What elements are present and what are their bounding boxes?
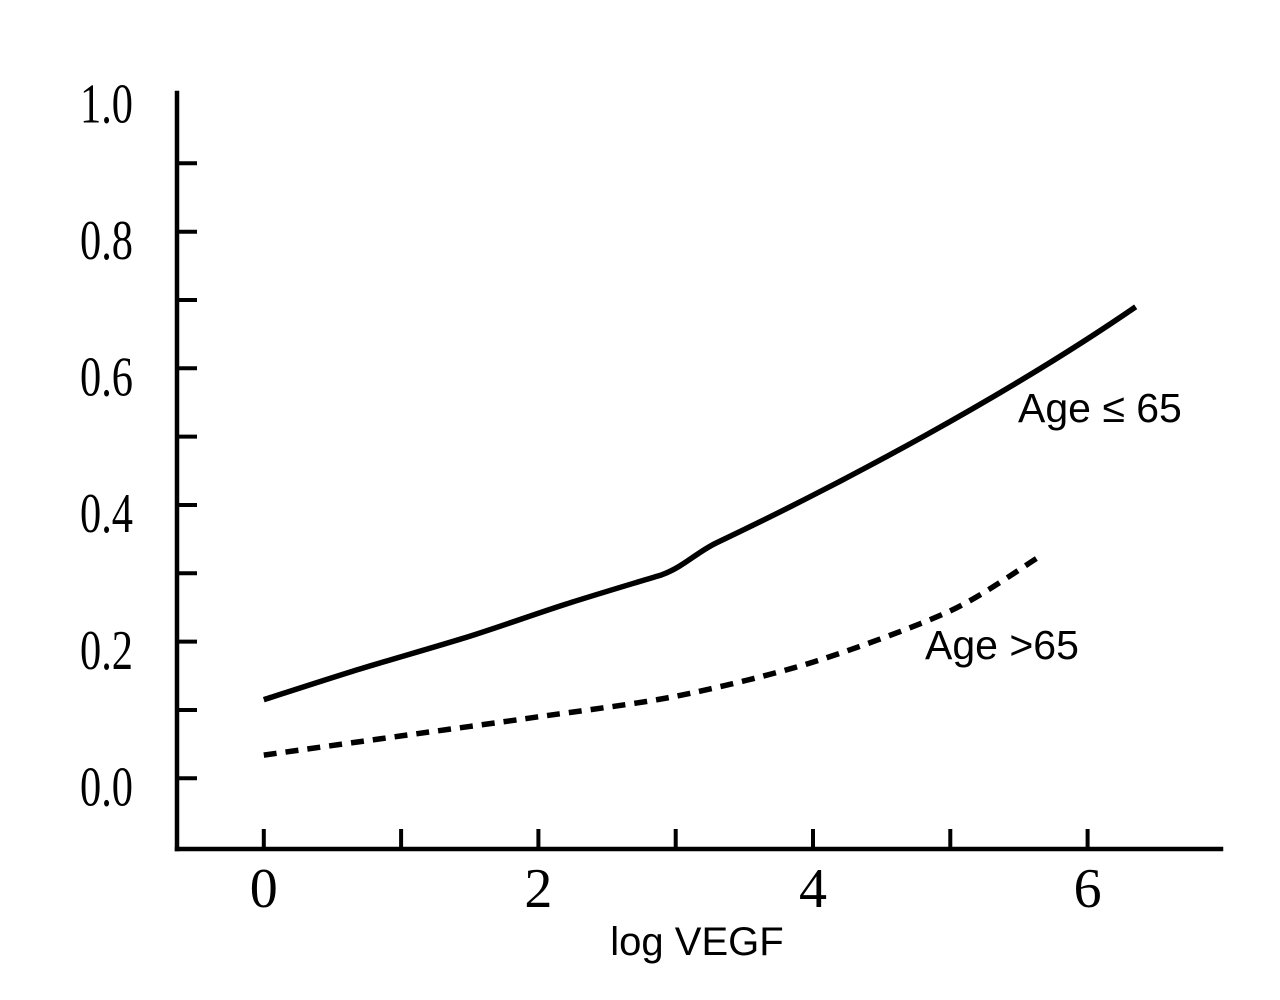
svg-text:Age ≤ 65: Age ≤ 65 xyxy=(1018,385,1182,431)
svg-text:0.6: 0.6 xyxy=(80,347,133,409)
svg-text:0.0: 0.0 xyxy=(80,757,133,819)
svg-text:4: 4 xyxy=(799,858,827,920)
svg-text:log VEGF: log VEGF xyxy=(610,920,783,964)
svg-text:2: 2 xyxy=(524,858,552,920)
svg-text:1.0: 1.0 xyxy=(80,74,133,136)
svg-text:Age >65: Age >65 xyxy=(925,622,1079,668)
svg-text:0: 0 xyxy=(250,858,278,920)
svg-text:0.2: 0.2 xyxy=(80,620,133,682)
svg-text:0.8: 0.8 xyxy=(80,210,133,272)
svg-text:6: 6 xyxy=(1074,858,1102,920)
svg-text:0.4: 0.4 xyxy=(80,483,133,545)
